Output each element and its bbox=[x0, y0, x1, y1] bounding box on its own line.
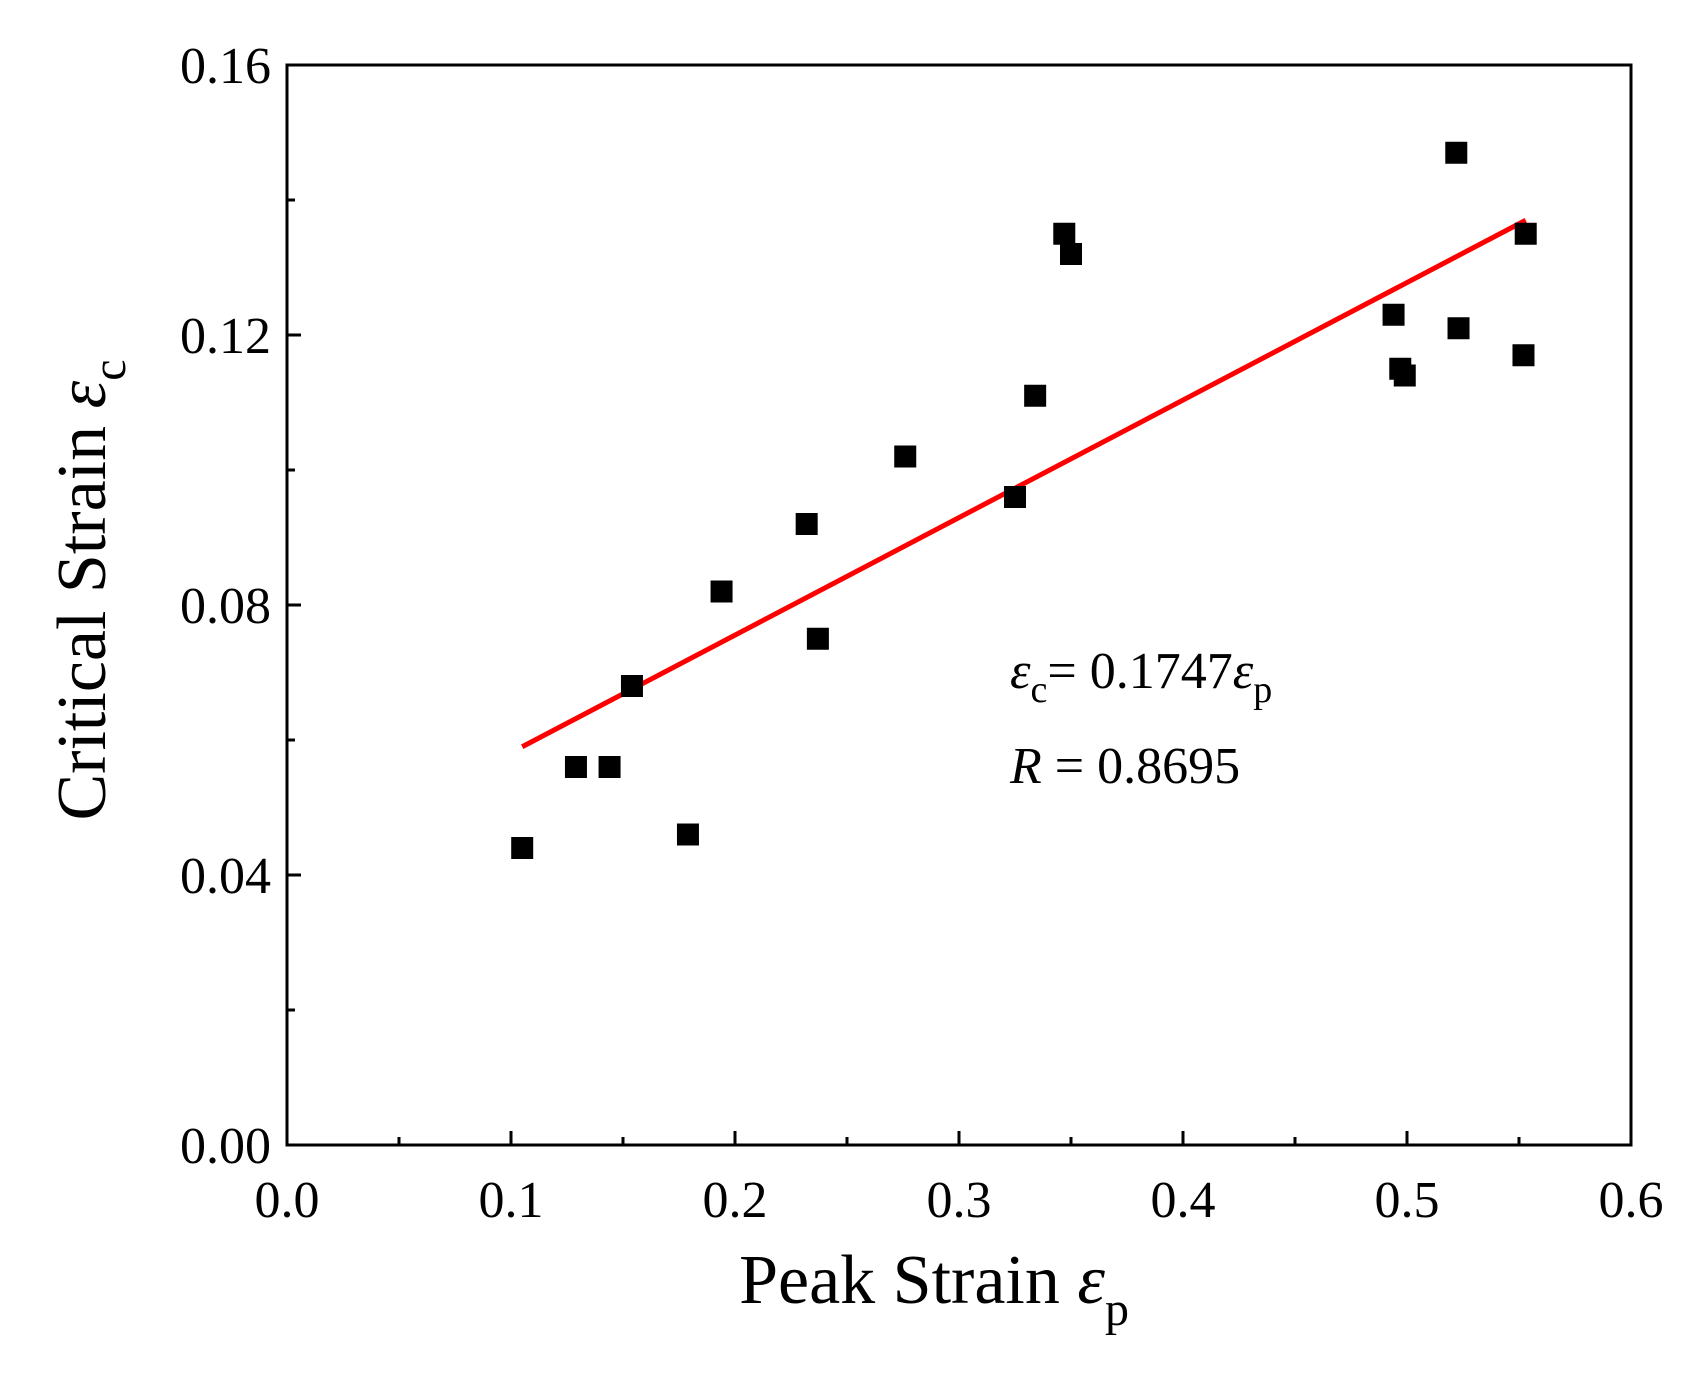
data-point bbox=[620, 675, 643, 697]
x-tick-label: 0.1 bbox=[479, 1172, 544, 1229]
data-point bbox=[1024, 384, 1047, 407]
plot-frame bbox=[285, 63, 1633, 1147]
data-point bbox=[564, 756, 587, 778]
x-tick-label: 0.5 bbox=[1375, 1172, 1440, 1229]
x-tick-label: 0.4 bbox=[1151, 1172, 1216, 1229]
data-point bbox=[511, 837, 534, 859]
y-tick-label: 0.16 bbox=[180, 38, 271, 95]
data-points bbox=[511, 141, 1537, 859]
data-point bbox=[1382, 303, 1405, 326]
data-point bbox=[894, 445, 917, 468]
data-point bbox=[1053, 222, 1076, 245]
x-tick-label: 0.2 bbox=[703, 1172, 768, 1229]
y-tick-label: 0.04 bbox=[180, 848, 271, 905]
data-point bbox=[806, 627, 829, 650]
data-point bbox=[1514, 222, 1537, 245]
y-tick-label: 0.12 bbox=[180, 308, 271, 365]
data-point bbox=[1445, 141, 1468, 164]
data-point bbox=[598, 756, 621, 778]
x-tick-label: 0.0 bbox=[255, 1172, 320, 1229]
data-point bbox=[795, 513, 818, 535]
axis-tick-labels: 0.0 0.1 0.2 0.3 0.4 0.5 0.6 0.00 0.04 0.08 0.12 0.1… bbox=[180, 38, 1664, 1229]
x-tick-label: 0.3 bbox=[927, 1172, 992, 1229]
x-axis-title: Peak Strain εp bbox=[739, 1242, 1129, 1336]
x-tick-label: 0.6 bbox=[1599, 1172, 1664, 1229]
linear-fit-line bbox=[521, 218, 1527, 749]
y-tick-label: 0.00 bbox=[180, 1118, 271, 1175]
axis-ticks bbox=[285, 63, 1633, 1147]
data-point bbox=[1004, 486, 1026, 508]
data-point bbox=[1060, 243, 1082, 265]
fit-r-value: R = 0.8695 bbox=[1009, 738, 1240, 795]
y-tick-label: 0.08 bbox=[180, 578, 271, 635]
data-point bbox=[710, 580, 733, 603]
y-axis-title: Critical Strain εc bbox=[44, 359, 136, 820]
fit-equation: εc= 0.1747εp bbox=[1010, 643, 1272, 711]
data-point bbox=[1447, 317, 1470, 340]
data-point bbox=[1512, 344, 1535, 367]
data-point bbox=[1393, 364, 1416, 387]
data-point bbox=[676, 823, 699, 846]
